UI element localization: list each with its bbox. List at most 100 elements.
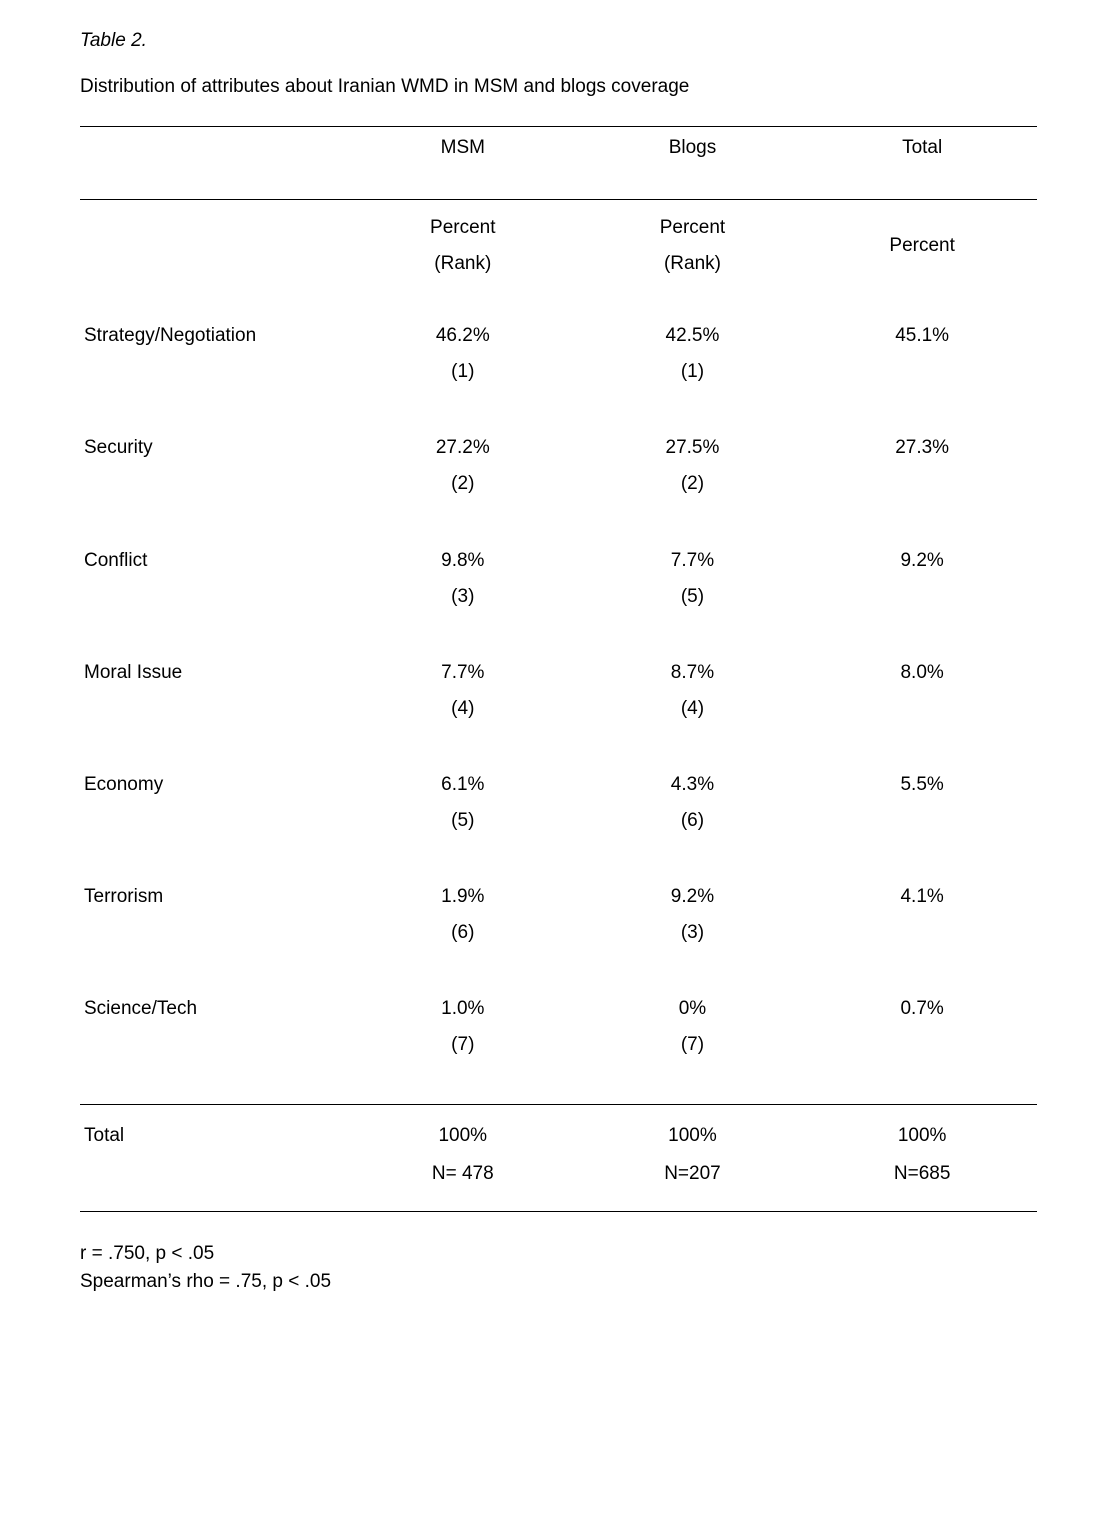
cell-value: 0% [679,998,706,1019]
cell-value: 8.0% [900,662,943,683]
cell-value: (7) [681,1034,704,1055]
table-label: Table 2. [80,30,1037,52]
subhead-text: (Rank) [664,253,721,274]
cell-value: 7.7% [671,550,714,571]
cell-msm: 9.8% (3) [348,543,578,655]
cell-msm: 46.2% (1) [348,318,578,430]
cell-value: 9.2% [671,886,714,907]
cell-value: 9.2% [900,550,943,571]
subhead-blogs: Percent (Rank) [578,200,808,319]
table-row: Conflict 9.8% (3) 7.7% (5) 9.2% [80,543,1037,655]
cell-msm: 7.7% (4) [348,655,578,767]
subhead-text: Percent [660,217,725,238]
cell-total: 4.1% [807,879,1037,991]
cell-value: N= 478 [432,1163,494,1184]
cell-value: (6) [681,810,704,831]
cell-value: 27.2% [436,437,490,458]
cell-value: 4.1% [900,886,943,907]
cell-value: (6) [451,922,474,943]
cell-blogs: 9.2% (3) [578,879,808,991]
cell-value: 42.5% [666,325,720,346]
total-label: Total [80,1104,348,1211]
table-row: Science/Tech 1.0% (7) 0% (7) 0.7% [80,991,1037,1104]
cell-total: 5.5% [807,767,1037,879]
cell-value: (2) [451,473,474,494]
cell-value: (4) [681,698,704,719]
cell-blogs: 42.5% (1) [578,318,808,430]
cell-value: 27.3% [895,437,949,458]
cell-msm: 1.0% (7) [348,991,578,1104]
cell-total: 0.7% [807,991,1037,1104]
stat-line: Spearman’s rho = .75, p < .05 [80,1268,1037,1297]
row-label: Economy [80,767,348,879]
row-label: Science/Tech [80,991,348,1104]
cell-value: (4) [451,698,474,719]
data-table: MSM Blogs Total Percent (Rank) Percent (… [80,126,1037,1212]
stats-block: r = .750, p < .05 Spearman’s rho = .75, … [80,1240,1037,1297]
cell-blogs: 4.3% (6) [578,767,808,879]
table-subheader-row: Percent (Rank) Percent (Rank) Percent [80,200,1037,319]
subhead-text: Percent [430,217,495,238]
row-label: Security [80,430,348,542]
col-header-msm: MSM [348,127,578,200]
cell-value: N=685 [894,1163,951,1184]
cell-value: 27.5% [666,437,720,458]
cell-value: 1.9% [441,886,484,907]
cell-total: 8.0% [807,655,1037,767]
cell-value: 9.8% [441,550,484,571]
table-row: Economy 6.1% (5) 4.3% (6) 5.5% [80,767,1037,879]
table-total-row: Total 100% N= 478 100% N=207 100% N=685 [80,1104,1037,1211]
row-label: Conflict [80,543,348,655]
cell-blogs: 8.7% (4) [578,655,808,767]
cell-value: (3) [681,922,704,943]
total-msm: 100% N= 478 [348,1104,578,1211]
cell-value: N=207 [664,1163,721,1184]
row-label: Terrorism [80,879,348,991]
cell-value: 100% [898,1125,947,1146]
cell-value: (3) [451,586,474,607]
cell-value: 0.7% [900,998,943,1019]
cell-value: (1) [451,361,474,382]
table-row: Security 27.2% (2) 27.5% (2) 27.3% [80,430,1037,542]
cell-value: 8.7% [671,662,714,683]
cell-total: 9.2% [807,543,1037,655]
table-caption: Distribution of attributes about Iranian… [80,76,1037,98]
cell-blogs: 0% (7) [578,991,808,1104]
cell-blogs: 27.5% (2) [578,430,808,542]
subhead-text: Percent [889,235,954,256]
table-row: Moral Issue 7.7% (4) 8.7% (4) 8.0% [80,655,1037,767]
cell-value: 7.7% [441,662,484,683]
row-label: Strategy/Negotiation [80,318,348,430]
cell-value: 100% [438,1125,487,1146]
cell-value: (2) [681,473,704,494]
cell-total: 45.1% [807,318,1037,430]
col-header-blogs: Blogs [578,127,808,200]
cell-value: 4.3% [671,774,714,795]
cell-value: (5) [681,586,704,607]
cell-value: 1.0% [441,998,484,1019]
subhead-total: Percent [807,200,1037,319]
cell-total: 27.3% [807,430,1037,542]
cell-value: (7) [451,1034,474,1055]
cell-msm: 1.9% (6) [348,879,578,991]
cell-blogs: 7.7% (5) [578,543,808,655]
cell-value: 45.1% [895,325,949,346]
stat-line: r = .750, p < .05 [80,1240,1037,1269]
cell-value: 5.5% [900,774,943,795]
cell-value: (5) [451,810,474,831]
total-total: 100% N=685 [807,1104,1037,1211]
total-blogs: 100% N=207 [578,1104,808,1211]
subhead-text: (Rank) [434,253,491,274]
cell-value: 100% [668,1125,717,1146]
table-row: Terrorism 1.9% (6) 9.2% (3) 4.1% [80,879,1037,991]
cell-value: (1) [681,361,704,382]
table-row: Strategy/Negotiation 46.2% (1) 42.5% (1) 45.1… [80,318,1037,430]
subhead-msm: Percent (Rank) [348,200,578,319]
col-header-total: Total [807,127,1037,200]
row-label: Moral Issue [80,655,348,767]
table-header-row: MSM Blogs Total [80,127,1037,200]
cell-msm: 27.2% (2) [348,430,578,542]
cell-value: 46.2% [436,325,490,346]
cell-msm: 6.1% (5) [348,767,578,879]
cell-value: 6.1% [441,774,484,795]
